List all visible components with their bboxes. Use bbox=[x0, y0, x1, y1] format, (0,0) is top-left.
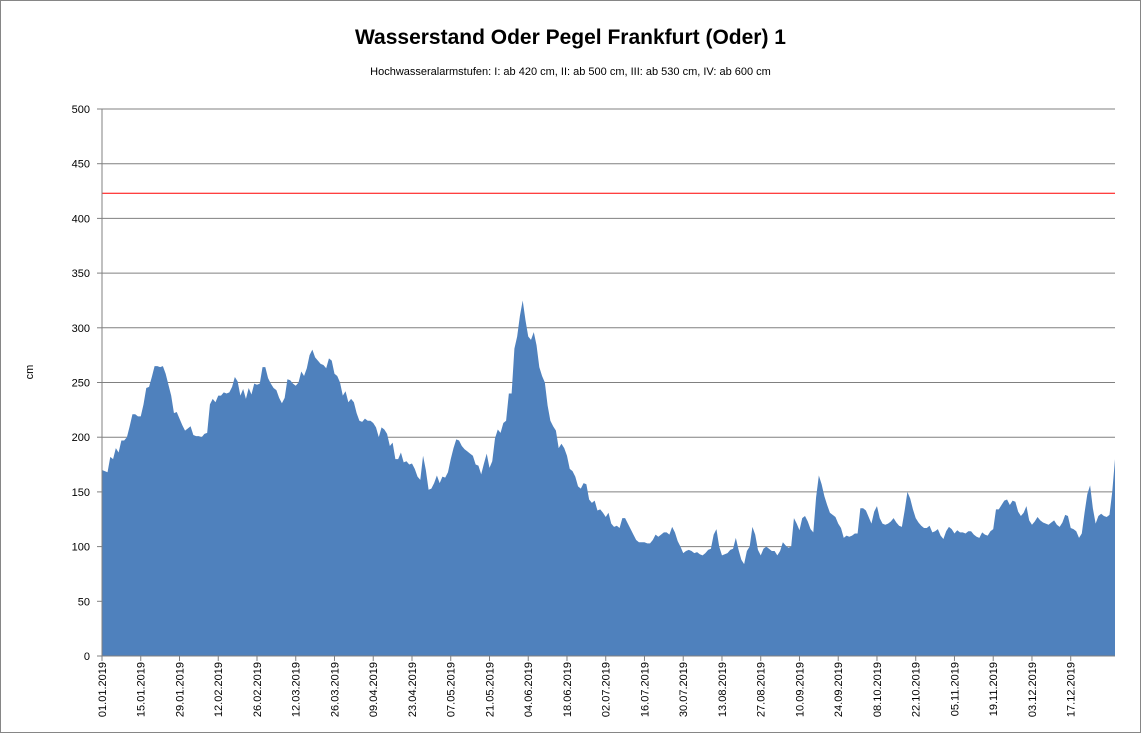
x-tick-label: 13.08.2019 bbox=[717, 662, 729, 717]
x-tick-label: 21.05.2019 bbox=[485, 662, 497, 717]
chart-subtitle: Hochwasseralarmstufen: I: ab 420 cm, II:… bbox=[370, 66, 771, 78]
x-tick-label: 07.05.2019 bbox=[446, 662, 458, 717]
x-tick-label: 09.04.2019 bbox=[368, 662, 380, 717]
x-tick-label: 02.07.2019 bbox=[601, 662, 613, 717]
y-tick-label: 50 bbox=[78, 596, 90, 608]
x-tick-label: 12.03.2019 bbox=[291, 662, 303, 717]
x-tick-label: 05.11.2019 bbox=[950, 662, 962, 716]
y-tick-labels: 0 50 100 150 200 250 300 350 400 450 500 bbox=[72, 104, 90, 663]
y-tick-label: 350 bbox=[72, 268, 90, 280]
x-tick-label: 16.07.2019 bbox=[640, 662, 652, 717]
chart-title: Wasserstand Oder Pegel Frankfurt (Oder) … bbox=[354, 26, 786, 49]
x-tick-label: 26.02.2019 bbox=[252, 662, 264, 717]
y-tick-label: 0 bbox=[84, 651, 90, 663]
y-tick-label: 450 bbox=[72, 159, 90, 171]
area-series-path bbox=[102, 300, 1115, 656]
x-tick-label: 29.01.2019 bbox=[175, 662, 187, 717]
y-tick-label: 100 bbox=[72, 542, 90, 554]
x-tick-label: 23.04.2019 bbox=[407, 662, 419, 717]
x-tick-label: 18.06.2019 bbox=[562, 662, 574, 717]
x-tick-label: 04.06.2019 bbox=[523, 662, 535, 717]
y-tick-label: 150 bbox=[72, 487, 90, 499]
x-tick-labels: 01.01.2019 15.01.2019 29.01.2019 12.02.2019… bbox=[97, 662, 1078, 717]
x-tick-label: 22.10.2019 bbox=[911, 662, 923, 717]
x-tick-label: 19.11.2019 bbox=[988, 662, 1000, 716]
y-tick-label: 300 bbox=[72, 323, 90, 335]
x-tick-label: 08.10.2019 bbox=[872, 662, 884, 717]
axes bbox=[97, 108, 1115, 661]
x-tick-label: 03.12.2019 bbox=[1027, 662, 1039, 717]
x-tick-label: 17.12.2019 bbox=[1066, 662, 1078, 717]
x-tick-label: 15.01.2019 bbox=[136, 662, 148, 717]
x-tick-label: 26.03.2019 bbox=[330, 662, 342, 717]
x-tick-label: 01.01.2019 bbox=[97, 662, 109, 717]
x-tick-label: 24.09.2019 bbox=[833, 662, 845, 717]
x-tick-label: 27.08.2019 bbox=[756, 662, 768, 717]
x-tick-label: 12.02.2019 bbox=[213, 662, 225, 717]
x-tick-label: 30.07.2019 bbox=[678, 662, 690, 717]
x-tick-label: 10.09.2019 bbox=[795, 662, 807, 717]
y-tick-label: 400 bbox=[72, 213, 90, 225]
y-tick-label: 200 bbox=[72, 432, 90, 444]
y-tick-label: 250 bbox=[72, 378, 90, 390]
y-tick-label: 500 bbox=[72, 104, 90, 116]
area-series bbox=[102, 300, 1115, 656]
